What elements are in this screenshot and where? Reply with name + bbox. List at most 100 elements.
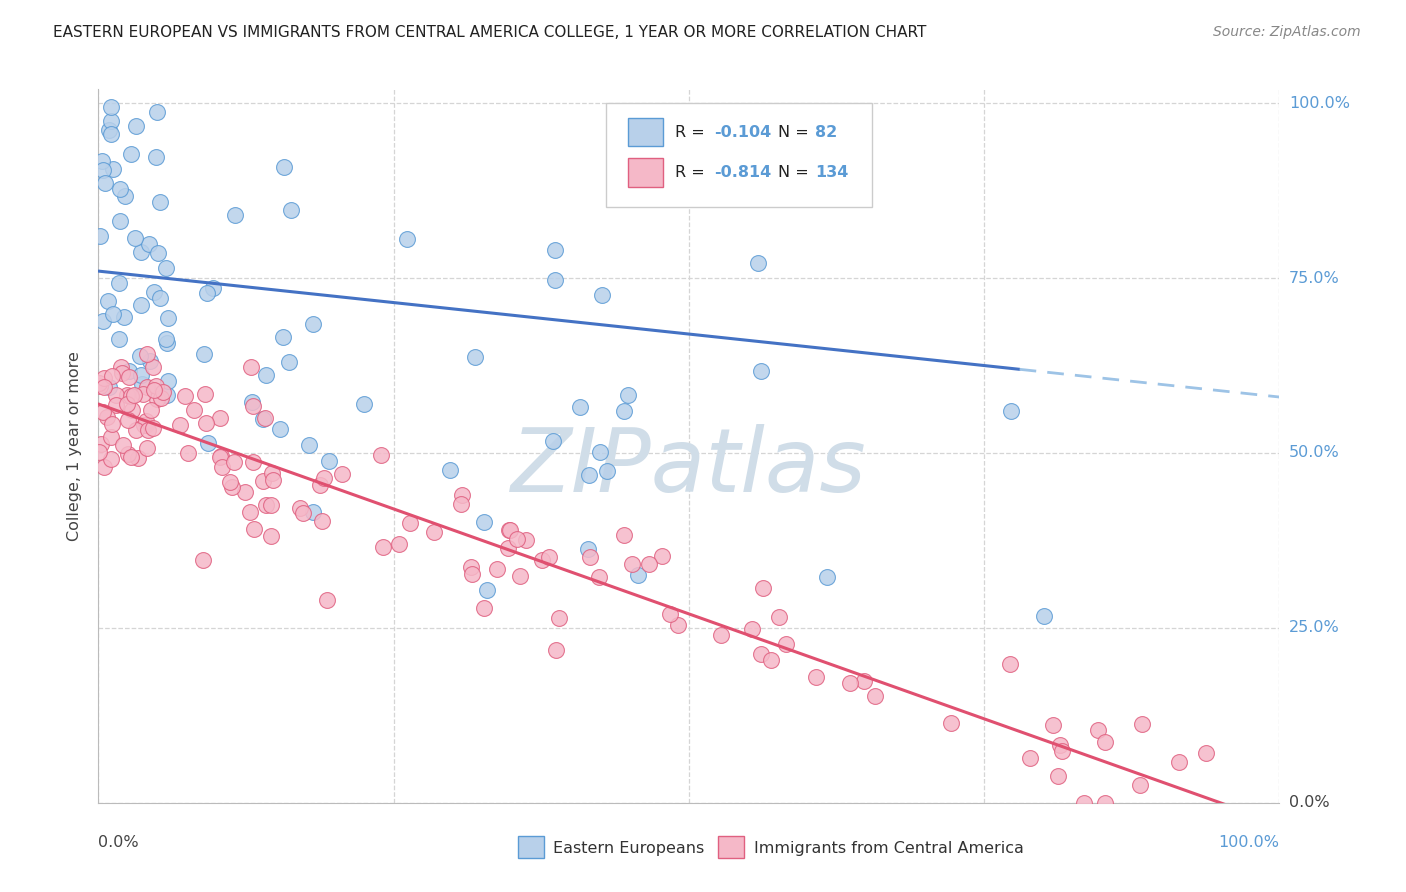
Point — [547, 611, 569, 625]
Point — [156, 388, 179, 402]
Point — [124, 119, 146, 133]
Point — [100, 369, 122, 384]
Point — [804, 670, 827, 684]
Point — [710, 628, 733, 642]
Point — [91, 163, 114, 178]
Point — [613, 528, 636, 542]
Point — [588, 569, 610, 583]
Point — [219, 475, 242, 489]
Point — [138, 237, 160, 252]
Point — [496, 541, 519, 555]
Point — [157, 374, 180, 388]
Text: 0.0%: 0.0% — [1289, 796, 1330, 810]
Point — [93, 371, 115, 385]
Point — [318, 453, 340, 467]
Point — [143, 285, 166, 300]
Point — [90, 154, 112, 169]
Point — [853, 673, 876, 688]
Point — [388, 537, 411, 551]
Point — [243, 522, 266, 536]
Text: R =: R = — [675, 165, 710, 180]
Text: 100.0%: 100.0% — [1219, 835, 1279, 850]
Point — [1087, 723, 1109, 738]
Point — [129, 349, 152, 363]
Point — [174, 388, 197, 402]
Point — [298, 438, 321, 452]
Point — [242, 400, 264, 414]
Point — [224, 208, 246, 222]
Point — [1073, 796, 1095, 810]
Point — [208, 450, 231, 464]
Point — [1094, 735, 1116, 749]
Point — [1130, 717, 1153, 731]
Point — [271, 330, 294, 344]
Point — [100, 430, 122, 444]
Point — [195, 416, 218, 430]
Point — [120, 146, 142, 161]
Point — [578, 468, 600, 483]
Point — [118, 369, 141, 384]
Point — [498, 523, 520, 537]
Point — [269, 422, 291, 436]
Point — [273, 161, 295, 175]
Point — [464, 350, 486, 364]
Point — [100, 114, 122, 128]
Point — [142, 384, 165, 398]
Point — [93, 380, 115, 394]
Point — [125, 423, 148, 437]
Point — [543, 434, 565, 448]
Point — [91, 314, 114, 328]
Point — [252, 474, 274, 488]
Point — [1047, 768, 1070, 782]
Point — [115, 397, 138, 411]
Point — [1032, 609, 1054, 624]
Point — [94, 176, 117, 190]
Point — [118, 364, 141, 378]
Point — [439, 463, 461, 477]
Text: 50.0%: 50.0% — [1289, 445, 1340, 460]
Point — [395, 232, 418, 246]
Point — [568, 400, 591, 414]
Point — [460, 559, 482, 574]
Point — [141, 403, 163, 417]
Point — [1049, 739, 1071, 753]
Point — [129, 244, 152, 259]
Point — [221, 480, 243, 494]
Point — [240, 395, 263, 409]
Point — [280, 203, 302, 218]
Point — [666, 618, 689, 632]
Point — [146, 105, 169, 120]
Point — [114, 189, 136, 203]
Text: 25.0%: 25.0% — [1289, 621, 1340, 635]
Point — [222, 455, 245, 469]
Point — [93, 459, 115, 474]
Point — [838, 676, 860, 690]
Point — [371, 541, 394, 555]
Point — [111, 366, 134, 380]
Text: 75.0%: 75.0% — [1289, 270, 1340, 285]
Point — [100, 452, 122, 467]
Point — [233, 484, 256, 499]
Point — [135, 414, 157, 428]
Point — [145, 150, 167, 164]
Point — [638, 558, 661, 572]
Point — [451, 488, 474, 502]
Point — [302, 505, 325, 519]
Point — [87, 445, 110, 459]
Point — [155, 332, 177, 346]
Point — [461, 566, 484, 581]
Text: ZIPatlas: ZIPatlas — [512, 425, 866, 510]
Point — [91, 405, 114, 419]
Point — [104, 398, 127, 412]
Point — [254, 498, 277, 512]
Point — [475, 583, 498, 598]
Point — [211, 459, 233, 474]
Point — [90, 437, 112, 451]
Point — [89, 379, 111, 393]
Point — [253, 411, 276, 425]
Point — [96, 409, 118, 424]
Point — [330, 467, 353, 481]
Point — [120, 389, 142, 403]
Point — [576, 542, 599, 557]
Point — [621, 558, 644, 572]
